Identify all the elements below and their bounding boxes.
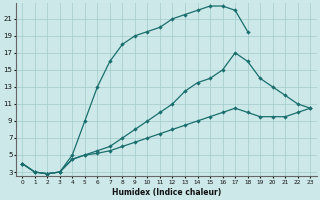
X-axis label: Humidex (Indice chaleur): Humidex (Indice chaleur) [112, 188, 221, 197]
